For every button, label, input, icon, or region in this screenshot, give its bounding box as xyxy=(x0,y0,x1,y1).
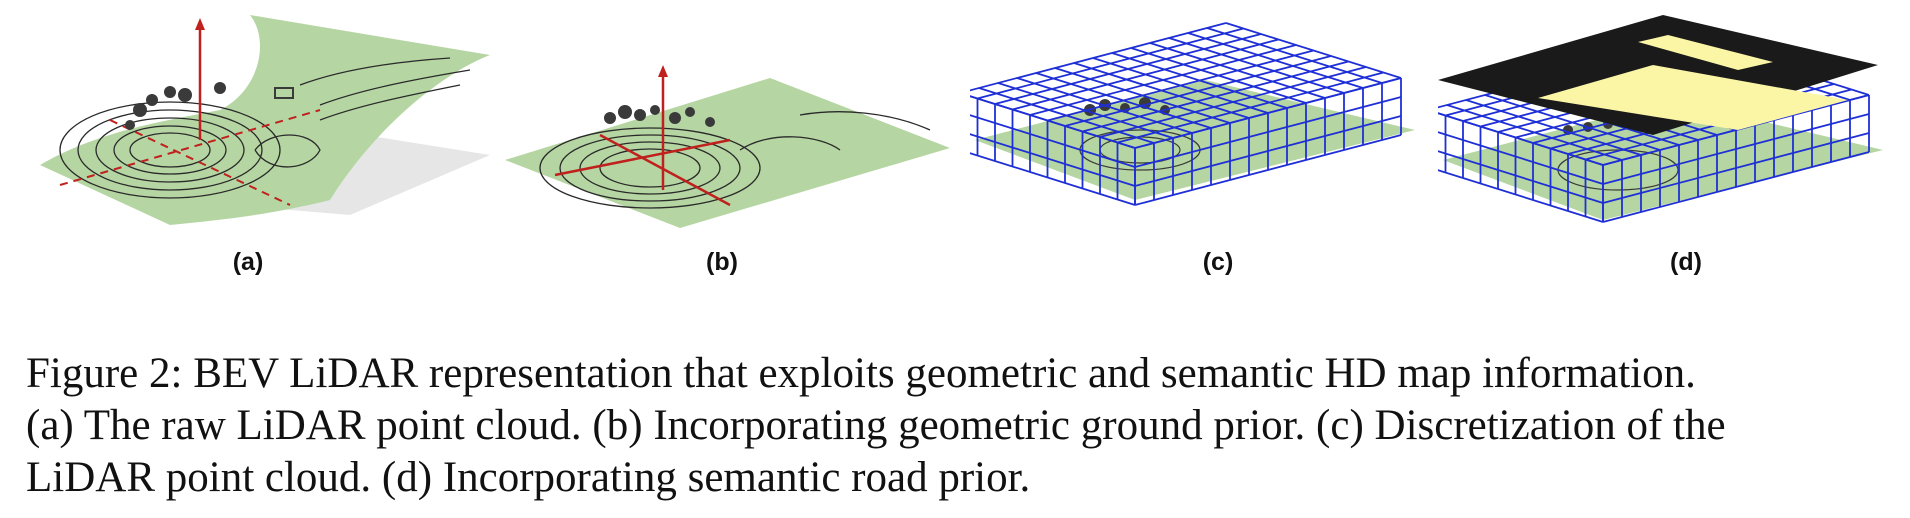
figure-panels: (a) (b) xyxy=(20,0,1908,300)
panel-a: (a) xyxy=(20,0,500,300)
subfigure-label-b: (b) xyxy=(706,248,738,276)
ground-plane xyxy=(1443,100,1883,220)
caption-line-1: Figure 2: BEV LiDAR representation that … xyxy=(26,350,1696,397)
tree-points xyxy=(125,82,294,130)
lidar-rings xyxy=(539,111,931,209)
panel-c-illustration xyxy=(970,22,1415,206)
subfigure-label-d: (d) xyxy=(1670,248,1702,276)
flat-ground-plane xyxy=(505,78,950,228)
road-region xyxy=(1538,65,1848,130)
ground-plane xyxy=(975,80,1415,200)
lidar-rings xyxy=(59,57,471,199)
panel-b: (b) xyxy=(500,0,960,300)
panel-d-illustration xyxy=(1438,15,1883,223)
caption-line-2: (a) The raw LiDAR point cloud. (b) Incor… xyxy=(26,402,1726,449)
caption-line-3: LiDAR point cloud. (d) Incorporating sem… xyxy=(26,454,1031,501)
panel-d: (d) xyxy=(1438,0,1908,300)
panel-b-illustration xyxy=(505,65,950,228)
subfigure-label-c: (c) xyxy=(1202,248,1234,276)
ground-axes xyxy=(59,109,321,206)
panel-a-illustration xyxy=(40,15,490,225)
voxel-grid xyxy=(970,22,1402,206)
panel-c: (c) xyxy=(970,0,1440,300)
ground-axes xyxy=(554,72,731,207)
tree-points xyxy=(604,105,715,127)
road-branch xyxy=(1638,35,1773,70)
figure-caption: Figure 2: BEV LiDAR representation that … xyxy=(26,348,1886,504)
subfigure-label-a: (a) xyxy=(232,248,264,276)
